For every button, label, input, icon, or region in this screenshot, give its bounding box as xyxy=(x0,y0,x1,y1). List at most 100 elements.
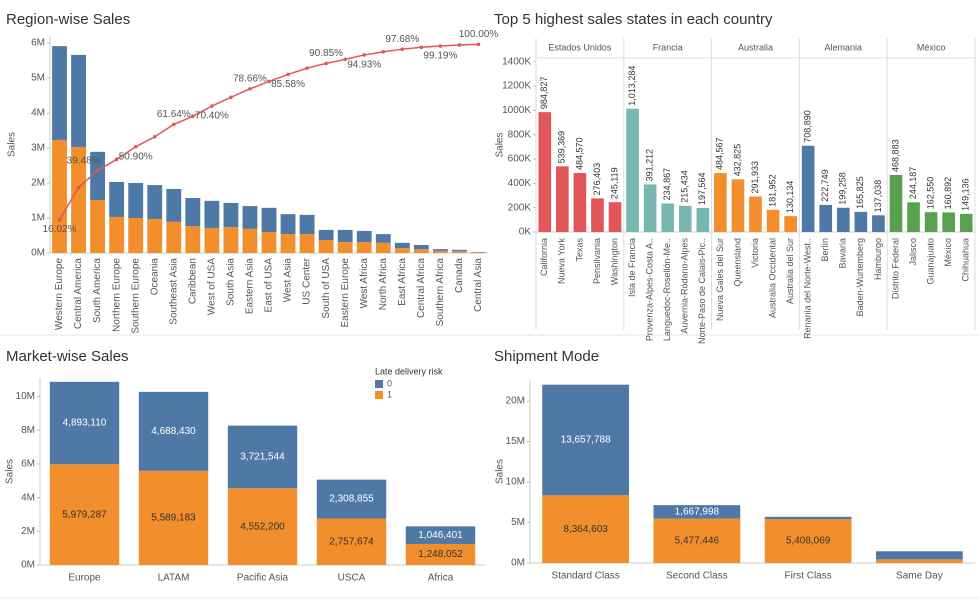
bar-segment xyxy=(376,234,391,243)
bar-segment xyxy=(319,240,334,253)
bar-segment xyxy=(281,214,296,234)
x-tick-label: Washington xyxy=(609,238,619,285)
value-label: 1,046,401 xyxy=(418,530,463,541)
x-tick-label: West Asia xyxy=(283,258,294,303)
x-tick-label: Auvernia-Ródano-Alpes xyxy=(680,238,690,334)
bar-segment xyxy=(52,46,67,140)
y-tick-label: 6M xyxy=(31,38,45,49)
x-tick-label: East Africa xyxy=(397,258,408,306)
facet-header: Alemania xyxy=(825,42,863,52)
bar-segment xyxy=(876,559,963,563)
bar xyxy=(644,184,657,232)
chart-title: Market-wise Sales xyxy=(6,348,129,365)
y-tick-label: 6M xyxy=(21,459,35,470)
y-tick-label: 1M xyxy=(31,213,45,224)
y-tick-label: 1400K xyxy=(502,56,531,67)
bar-segment xyxy=(452,250,467,251)
pareto-point xyxy=(210,104,214,108)
bar-segment xyxy=(109,182,124,217)
pareto-point xyxy=(248,87,252,91)
value-label: 1,248,052 xyxy=(418,549,463,560)
bar-segment xyxy=(262,232,277,253)
chart-title: Top 5 highest sales states in each count… xyxy=(494,11,773,28)
x-tick-label: South Asia xyxy=(226,258,237,306)
value-label: 197,564 xyxy=(697,172,707,205)
value-label: 708,890 xyxy=(803,110,813,143)
value-label: 215,434 xyxy=(680,170,690,203)
x-tick-label: Europe xyxy=(68,573,101,584)
y-tick-label: 8M xyxy=(21,425,35,436)
bar xyxy=(890,175,903,232)
bar xyxy=(679,206,692,232)
value-label: 244,187 xyxy=(908,167,918,200)
x-tick-label: Oceania xyxy=(149,258,160,296)
value-label: 97.68% xyxy=(385,34,419,45)
x-tick-label: Baden-Wurtemberg xyxy=(855,238,865,316)
bar xyxy=(749,196,762,232)
bar-segment xyxy=(185,226,200,253)
chart-title: Region-wise Sales xyxy=(6,11,130,28)
value-label: 222,749 xyxy=(820,169,830,202)
x-tick-label: Same Day xyxy=(896,571,943,582)
x-tick-label: West Africa xyxy=(359,258,370,309)
bar xyxy=(767,210,780,232)
pareto-point xyxy=(153,135,157,139)
value-label: 162,550 xyxy=(925,177,935,210)
bar-segment xyxy=(376,243,391,253)
bar-segment xyxy=(471,252,486,253)
x-tick-label: Hamburgo xyxy=(873,238,883,280)
pareto-point xyxy=(77,186,81,190)
x-tick-label: First Class xyxy=(785,571,832,582)
value-label: 90.85% xyxy=(309,48,343,59)
x-tick-label: Central America xyxy=(73,258,84,330)
bar-segment xyxy=(128,183,143,218)
x-tick-label: Central Africa xyxy=(416,258,427,318)
bar-segment xyxy=(262,208,277,232)
bar xyxy=(609,202,622,232)
pareto-point xyxy=(381,50,385,54)
y-tick-label: 4M xyxy=(21,492,35,503)
y-tick-label: 5M xyxy=(511,517,525,528)
x-tick-label: LATAM xyxy=(158,573,190,584)
value-label: 16.02% xyxy=(43,224,77,235)
y-tick-label: 0M xyxy=(511,558,525,569)
x-tick-label: Western Europe xyxy=(54,258,65,331)
bar-segment xyxy=(357,242,372,253)
value-label: 5,477,446 xyxy=(675,535,720,546)
value-label: 94.93% xyxy=(347,60,381,71)
pareto-point xyxy=(172,123,176,127)
x-tick-label: Jalisco xyxy=(908,238,918,266)
x-tick-label: Distrito Federal xyxy=(890,238,900,299)
value-label: 1,667,998 xyxy=(675,507,720,518)
bar-segment xyxy=(166,189,181,222)
value-label: 291,933 xyxy=(750,161,760,194)
bar-segment xyxy=(147,185,162,219)
x-tick-label: Standard Class xyxy=(551,571,619,582)
pareto-point xyxy=(229,96,233,100)
bar-segment xyxy=(223,227,238,253)
value-label: 78.66% xyxy=(233,74,267,85)
bar xyxy=(784,216,797,232)
bar-segment xyxy=(281,234,296,253)
value-label: 1,013,284 xyxy=(627,66,637,106)
bar xyxy=(626,109,639,232)
value-label: 149,136 xyxy=(961,178,971,211)
legend-swatch xyxy=(375,380,383,388)
x-tick-label: East of USA xyxy=(264,258,275,313)
x-tick-label: South America xyxy=(92,258,103,323)
y-tick-label: 2M xyxy=(31,178,45,189)
x-tick-label: Australia del Sur xyxy=(785,238,795,304)
bar-segment xyxy=(414,249,429,253)
y-tick-label: 600K xyxy=(508,154,532,165)
value-label: 39.48% xyxy=(67,155,101,166)
bar-segment xyxy=(433,249,448,251)
y-tick-label: 3M xyxy=(31,143,45,154)
value-label: 3,721,544 xyxy=(240,452,285,463)
value-label: 484,567 xyxy=(715,137,725,170)
value-label: 539,369 xyxy=(557,131,567,164)
pareto-point xyxy=(420,45,424,49)
bar-segment xyxy=(204,201,219,228)
legend-title: Late delivery risk xyxy=(375,366,443,376)
pareto-point xyxy=(362,53,366,57)
